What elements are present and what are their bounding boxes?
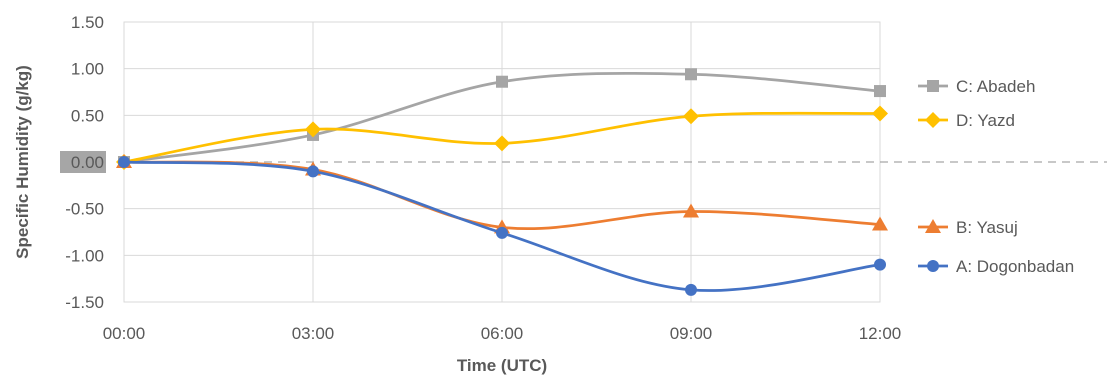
y-tick-label: 1.50: [71, 13, 104, 32]
y-tick-label: -0.50: [65, 200, 104, 219]
zero-tick-highlight: [60, 151, 106, 173]
y-axis-title: Specific Humidity (g/kg): [13, 65, 32, 259]
legend-marker: [927, 80, 939, 92]
data-point: [874, 85, 886, 98]
y-tick-label: 0.50: [71, 106, 104, 125]
legend-marker: [925, 112, 941, 128]
data-point: [872, 105, 888, 122]
legend-label: A: Dogonbadan: [956, 257, 1074, 276]
data-point: [685, 68, 697, 81]
y-tick-label: -1.50: [65, 293, 104, 312]
data-point: [307, 165, 319, 178]
x-tick-label: 06:00: [481, 324, 524, 343]
series-group: [116, 68, 888, 296]
x-tick-label: 00:00: [103, 324, 146, 343]
x-tick-label: 09:00: [670, 324, 713, 343]
y-axis-ticks: 1.50 1.00 0.50 0.00 -0.50 -1.00 -1.50: [60, 13, 106, 312]
data-point: [118, 156, 130, 168]
legend-marker: [927, 260, 939, 272]
x-tick-label: 12:00: [859, 324, 902, 343]
legend-item: D: Yazd: [918, 111, 1015, 130]
legend-item: A: Dogonbadan: [918, 257, 1074, 276]
data-point: [872, 216, 888, 231]
legend-marker: [925, 219, 941, 233]
data-point: [496, 226, 508, 239]
data-point: [496, 75, 508, 88]
data-point: [305, 121, 321, 138]
data-point: [874, 258, 886, 271]
y-tick-label: -1.00: [65, 246, 104, 265]
data-point: [685, 283, 697, 296]
series-3: [118, 156, 886, 296]
y-tick-label: 0.00: [71, 153, 104, 172]
data-point: [494, 135, 510, 152]
x-tick-label: 03:00: [292, 324, 335, 343]
y-tick-label: 1.00: [71, 60, 104, 79]
x-axis-title: Time (UTC): [457, 356, 547, 375]
legend-item: B: Yasuj: [918, 218, 1018, 237]
legend-label: D: Yazd: [956, 111, 1015, 130]
legend: C: Abadeh D: Yazd B: Yasuj A: Dogonbadan: [918, 77, 1074, 276]
legend-label: B: Yasuj: [956, 218, 1018, 237]
legend-label: C: Abadeh: [956, 77, 1035, 96]
data-point: [683, 203, 699, 218]
x-axis-ticks: 00:00 03:00 06:00 09:00 12:00: [103, 324, 902, 343]
data-point: [683, 108, 699, 125]
legend-item: C: Abadeh: [918, 77, 1035, 96]
